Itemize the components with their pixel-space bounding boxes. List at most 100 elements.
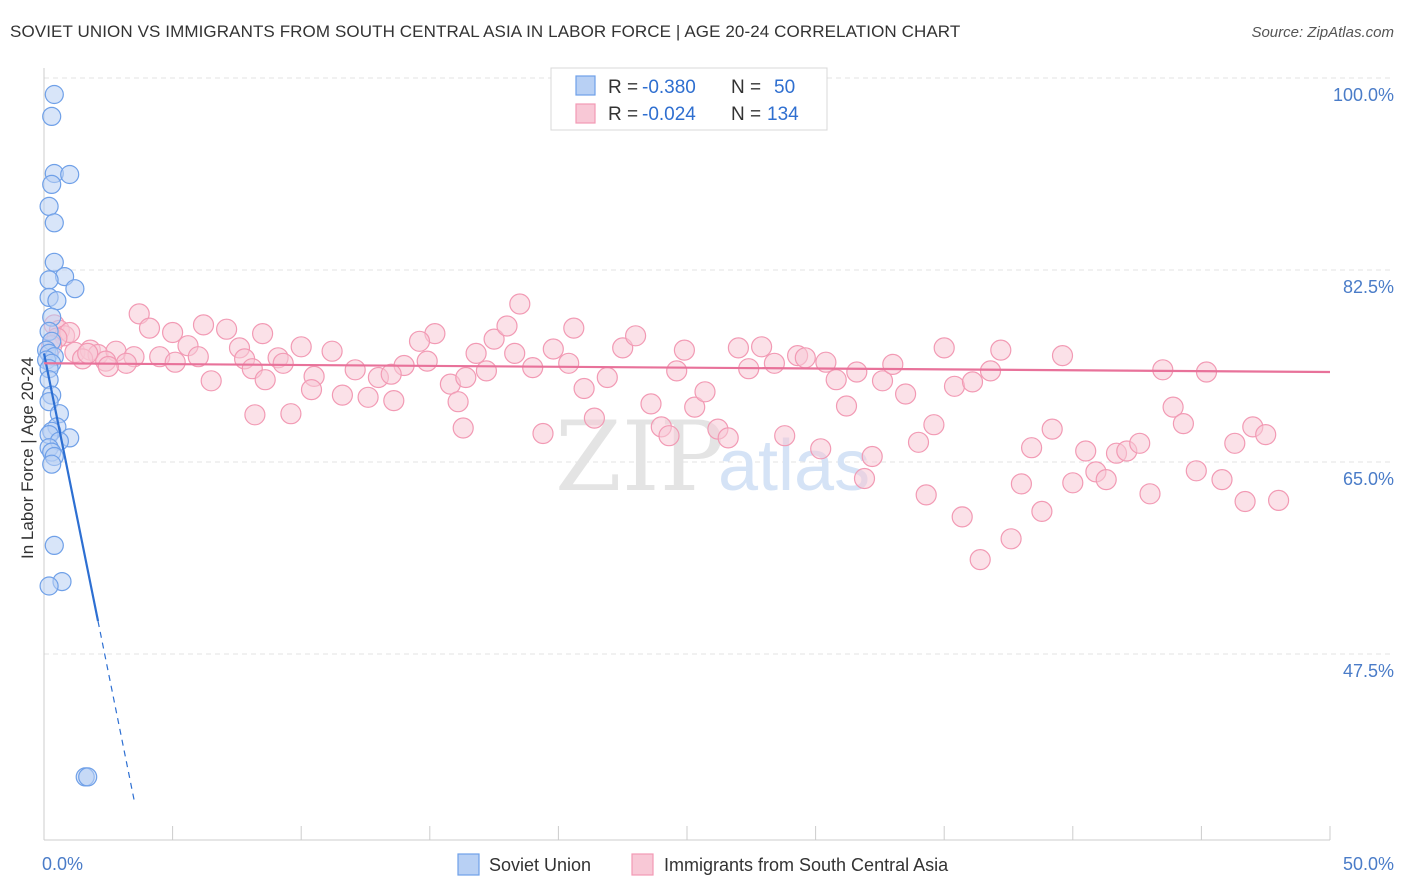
legend-swatch-immigrants	[575, 103, 596, 124]
immigrants-point-82	[774, 425, 796, 447]
immigrants-point-75	[694, 381, 716, 403]
immigrants-point-37	[300, 379, 323, 401]
soviet-point-10	[65, 279, 85, 299]
immigrants-trend-line	[43, 362, 1331, 374]
soviet-point-9	[39, 270, 59, 290]
bottom-legend-label-soviet: Soviet Union	[489, 855, 591, 875]
immigrants-point-128	[1255, 424, 1277, 446]
soviet-point-12	[47, 291, 67, 311]
immigrants-point-15	[77, 342, 99, 364]
immigrants-point-108	[1031, 500, 1053, 522]
immigrants-point-114	[1095, 469, 1117, 491]
watermark: ZIP atlas	[555, 401, 870, 513]
bottom-legend-label-immigrants: Immigrants from South Central Asia	[664, 855, 949, 875]
immigrants-point-63	[563, 317, 585, 339]
immigrants-point-118	[1139, 483, 1161, 505]
soviet-point-7	[44, 252, 64, 272]
trend-lines	[42, 353, 1331, 800]
immigrants-point-86	[815, 351, 837, 373]
immigrants-point-68	[624, 325, 647, 347]
immigrants-point-93	[882, 353, 904, 375]
x-tick-label-min: 0.0%	[42, 854, 83, 874]
y-tick-labels: 100.0% 82.5% 65.0% 47.5%	[1333, 85, 1394, 681]
immigrants-point-20	[162, 321, 184, 344]
legend-swatch-soviet	[575, 75, 596, 96]
immigrants-point-80	[750, 336, 773, 358]
immigrants-point-67	[612, 337, 634, 359]
immigrants-point-36	[331, 384, 353, 406]
immigrants-point-88	[835, 395, 858, 417]
immigrants-point-60	[532, 422, 554, 445]
immigrants-point-48	[408, 330, 431, 352]
immigrants-point-41	[357, 386, 379, 408]
immigrants-point-126	[1234, 490, 1256, 513]
immigrants-point-111	[1062, 472, 1084, 494]
immigrants-point-17	[164, 351, 186, 373]
legend-n-value-2: 134	[767, 104, 799, 125]
immigrants-point-74	[684, 396, 706, 418]
immigrants-point-50	[447, 391, 469, 413]
soviet-point-34	[42, 454, 62, 474]
immigrants-point-14	[97, 355, 119, 378]
immigrants-point-23	[192, 314, 215, 336]
immigrants-point-87	[825, 369, 847, 391]
x-tick-labels: 0.0% 50.0%	[42, 854, 1394, 874]
soviet-point-35	[44, 535, 64, 556]
immigrants-point-18	[128, 303, 150, 325]
immigrants-point-72	[666, 360, 688, 382]
y-tick-label-3: 47.5%	[1343, 661, 1394, 681]
immigrants-point-19	[138, 317, 161, 339]
immigrants-point-105	[1000, 528, 1022, 550]
immigrants-point-22	[187, 346, 209, 368]
immigrants-point-89	[846, 361, 868, 383]
immigrants-point-66	[596, 366, 618, 389]
soviet-point-6	[44, 213, 64, 233]
immigrants-point-85	[810, 438, 832, 460]
immigrants-point-71	[658, 425, 680, 447]
immigrants-point-53	[475, 360, 497, 382]
immigrants-point-99	[943, 375, 966, 397]
immigrants-point-124	[1211, 469, 1233, 491]
immigrants-point-90	[853, 467, 876, 490]
immigrants-point-62	[558, 352, 580, 374]
legend-n-value-1: 50	[774, 77, 795, 98]
immigrants-point-24	[216, 318, 238, 340]
immigrants-point-110	[1051, 345, 1074, 367]
immigrants-point-102	[969, 548, 991, 571]
immigrants-point-32	[252, 323, 274, 345]
legend-r-label-1: R =	[608, 77, 638, 98]
immigrants-point-120	[1162, 396, 1184, 418]
legend-n-label-2: N =	[731, 104, 761, 125]
immigrants-point-31	[272, 352, 294, 374]
soviet-trend-line	[42, 353, 100, 622]
immigrants-point-40	[344, 359, 366, 381]
immigrants-point-52	[465, 342, 487, 364]
legend-r-value-1: -0.380	[642, 77, 696, 98]
immigrants-point-43	[383, 390, 405, 412]
immigrants-point-122	[1185, 460, 1207, 482]
immigrants-point-129	[1267, 489, 1290, 511]
immigrants-point-39	[244, 404, 266, 426]
immigrants-point-30	[254, 369, 276, 391]
immigrants-point-27	[200, 370, 222, 392]
immigrants-point-58	[504, 342, 526, 364]
immigrants-point-96	[915, 484, 937, 506]
immigrants-point-100	[951, 506, 973, 528]
immigrants-point-97	[923, 414, 945, 436]
immigrants-point-84	[794, 347, 816, 369]
immigrants-point-35	[321, 340, 343, 362]
soviet-point-4	[42, 174, 62, 194]
immigrants-point-92	[871, 370, 894, 392]
y-tick-label-0: 100.0%	[1333, 85, 1394, 105]
immigrants-point-51	[455, 366, 477, 389]
soviet-point-5	[39, 196, 59, 216]
immigrants-point-95	[907, 431, 930, 453]
immigrants-point-77	[717, 427, 739, 449]
soviet-point-39	[78, 767, 98, 787]
immigrants-point-106	[1010, 473, 1033, 495]
immigrants-point-109	[1041, 418, 1063, 440]
immigrants-point-56	[496, 315, 518, 337]
immigrants-point-61	[542, 338, 564, 360]
legend-box: R = -0.380 N = 50 R = -0.024 N = 134	[550, 67, 828, 131]
